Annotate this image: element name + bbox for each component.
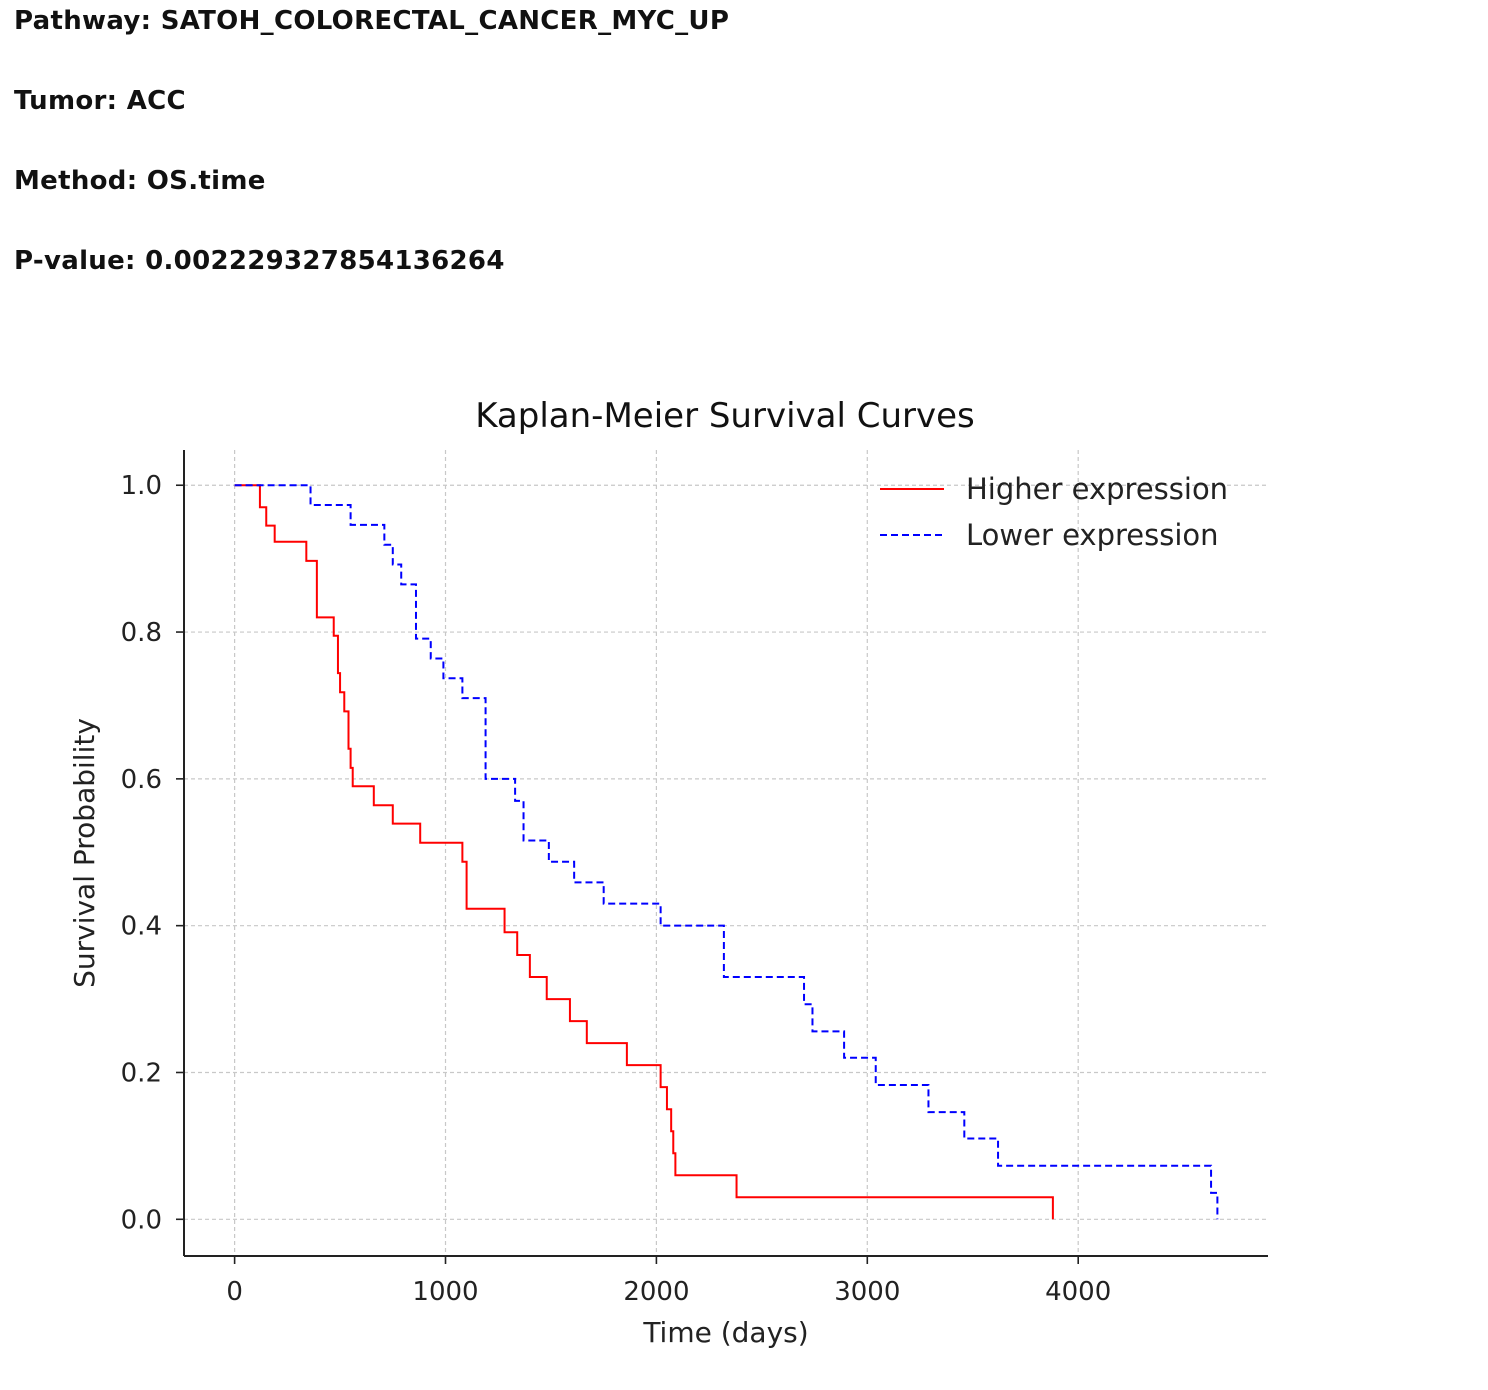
legend: Higher expression Lower expression — [880, 472, 1228, 552]
tumor-value: ACC — [126, 86, 186, 116]
x-axis-label: Time (days) — [642, 1316, 808, 1349]
y-tick-label: 0.6 — [121, 765, 162, 795]
y-tick-label: 1.0 — [121, 471, 162, 501]
method-value: OS.time — [146, 166, 266, 196]
x-tick-label: 1000 — [412, 1277, 478, 1307]
legend-label-1: Lower expression — [966, 518, 1219, 552]
x-tick-label: 2000 — [623, 1277, 689, 1307]
method-line: Method: OS.time — [14, 166, 266, 196]
tumor-line: Tumor: ACC — [14, 86, 186, 116]
legend-label-0: Higher expression — [966, 472, 1228, 506]
grid — [184, 450, 1268, 1256]
y-tick-label: 0.8 — [121, 618, 162, 648]
pathway-value: SATOH_COLORECTAL_CANCER_MYC_UP — [160, 6, 730, 36]
chart-title: Kaplan-Meier Survival Curves — [475, 396, 975, 436]
series-layer — [234, 484, 1219, 1220]
series-line-0 — [234, 484, 1054, 1220]
pvalue-line: P-value: 0.002229327854136264 — [14, 246, 505, 276]
pathway-label: Pathway: — [14, 6, 152, 36]
y-tick-label: 0.2 — [121, 1058, 162, 1088]
tumor-label: Tumor: — [14, 86, 118, 116]
y-tick-label: 0.0 — [121, 1205, 162, 1235]
x-tick-label: 3000 — [834, 1277, 900, 1307]
method-label: Method: — [14, 166, 138, 196]
pvalue-label: P-value: — [14, 246, 136, 276]
y-axis-label: Survival Probability — [68, 718, 101, 988]
x-tick-label: 0 — [226, 1277, 243, 1307]
axes: 0 1000 2000 3000 4000 0.0 0.2 0.4 0.6 0.8 1.0 — [121, 450, 1268, 1307]
y-tick-label: 0.4 — [121, 912, 162, 942]
series-line-1 — [234, 484, 1219, 1220]
x-tick-label: 4000 — [1045, 1277, 1111, 1307]
pathway-line: Pathway: SATOH_COLORECTAL_CANCER_MYC_UP — [14, 6, 729, 36]
pvalue-value: 0.002229327854136264 — [145, 246, 505, 276]
